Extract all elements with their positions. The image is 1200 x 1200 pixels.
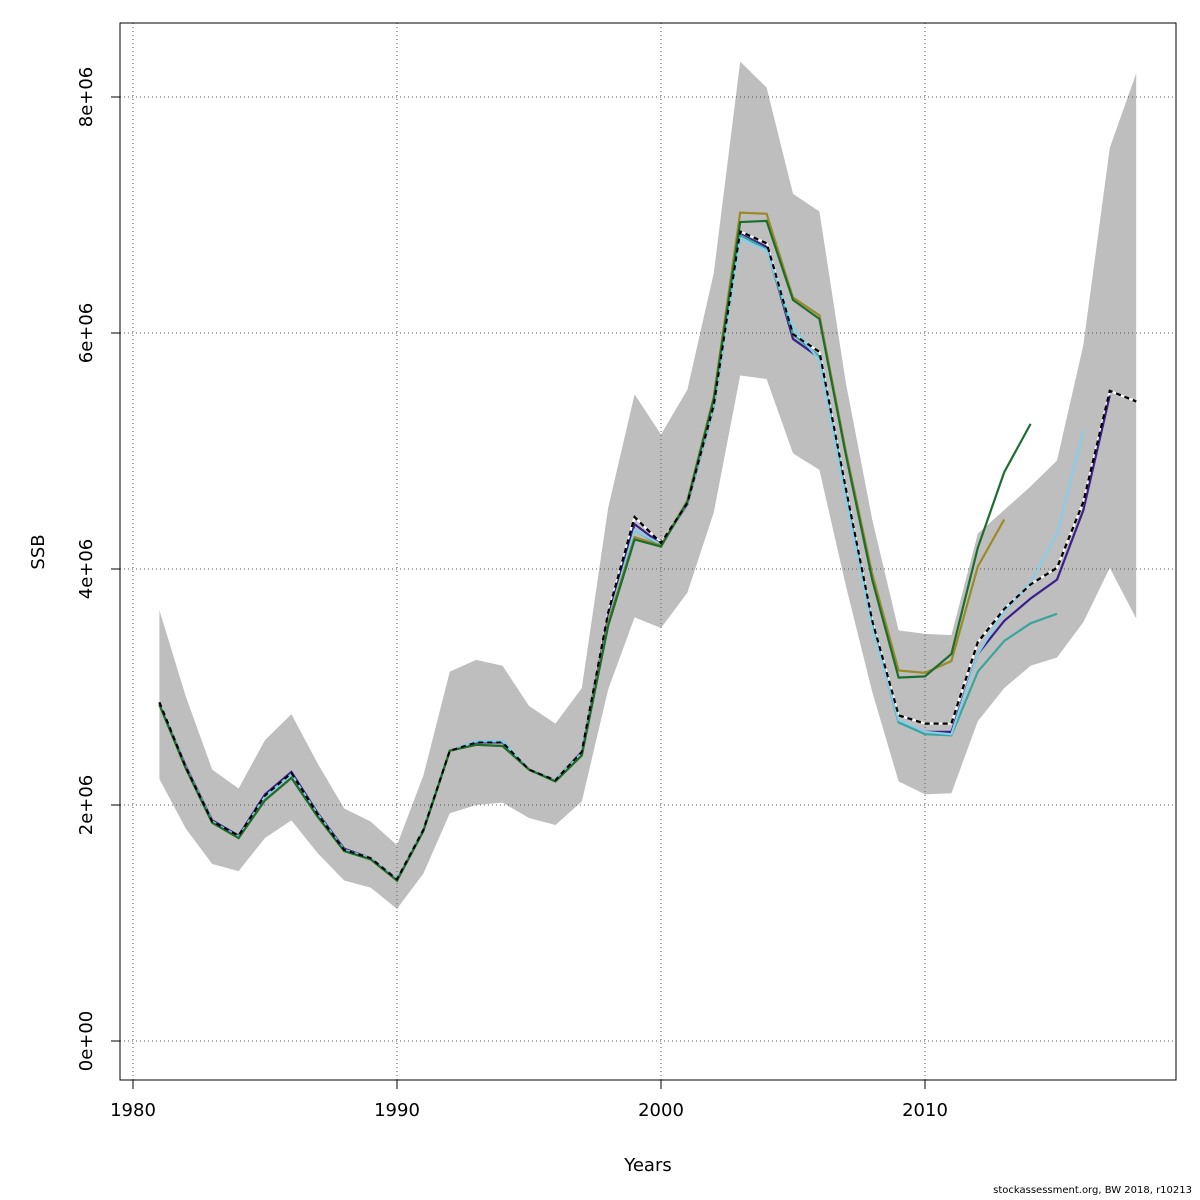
x-axis: 1980 1990 2000 2010 — [110, 1079, 948, 1121]
confidence-band — [159, 61, 1137, 909]
x-tick-label: 1990 — [374, 1100, 420, 1121]
y-axis-label: SSB — [28, 534, 49, 569]
grid-lines — [120, 23, 1176, 1080]
series-line-4 — [158, 237, 1085, 882]
y-tick-label: 6e+06 — [76, 303, 97, 364]
y-tick-label: 8e+06 — [76, 67, 97, 128]
footer-credit: stockassessment.org, BW 2018, r10213 — [993, 1185, 1192, 1196]
y-axis: 0e+00 2e+06 4e+06 6e+06 8e+06 — [76, 67, 121, 1072]
y-tick-label: 4e+06 — [76, 539, 97, 600]
series-line-6 — [158, 219, 1032, 883]
series-line-estimate-top — [158, 230, 1137, 881]
confidence-band-area — [159, 61, 1137, 909]
x-tick-label: 1980 — [110, 1100, 156, 1121]
series-lines — [158, 211, 1137, 883]
x-tick-label: 2000 — [638, 1100, 684, 1121]
x-tick-label: 2010 — [902, 1100, 948, 1121]
x-axis-label: Years — [623, 1155, 672, 1176]
y-tick-label: 2e+06 — [76, 775, 97, 836]
y-tick-label: 0e+00 — [76, 1011, 97, 1072]
